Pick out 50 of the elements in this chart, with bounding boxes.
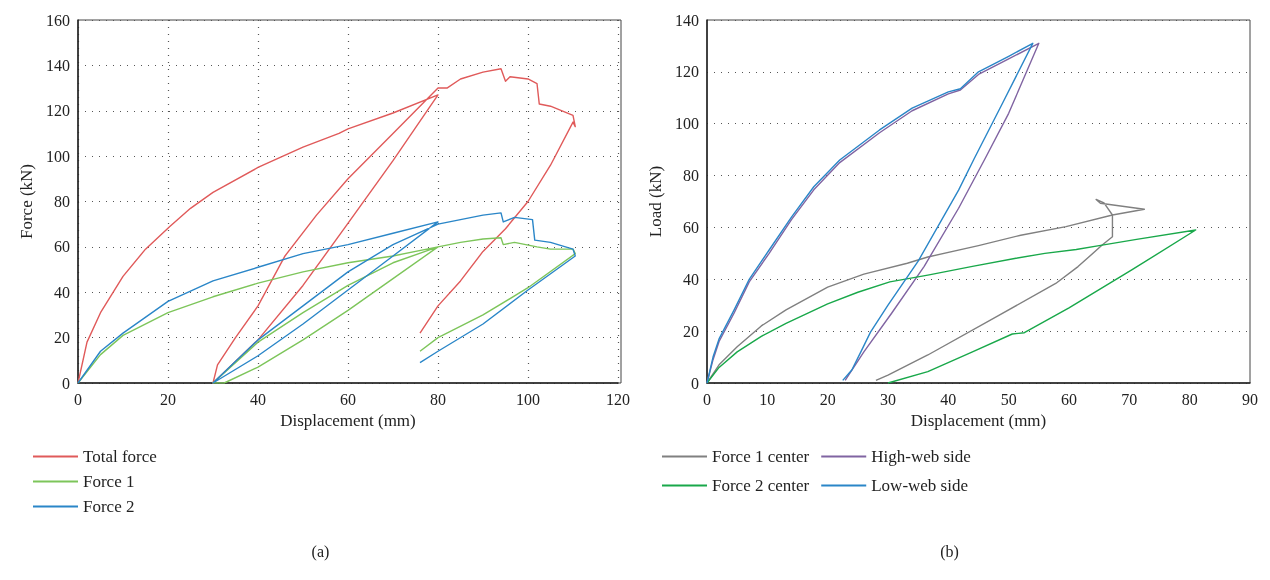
y-tick-label: 60 [683, 218, 699, 236]
x-axis-title: Displacement (mm) [910, 410, 1047, 430]
y-tick-label: 80 [683, 167, 699, 185]
line-series [706, 198, 1146, 384]
y-tick-label: 40 [683, 270, 699, 288]
legend-label: Force 2 [83, 497, 135, 516]
x-tick-label: 50 [1000, 390, 1017, 408]
y-tick-label: 100 [675, 115, 699, 133]
x-tick-label: 80 [1181, 390, 1198, 408]
x-tick-label: 20 [160, 390, 176, 408]
y-tick-label: 160 [46, 11, 70, 29]
legend-label: Force 1 [83, 472, 135, 491]
x-axis-title: Displacement (mm) [280, 410, 416, 430]
legend-label: Force 1 center [712, 447, 810, 466]
x-tick-label: 90 [1242, 390, 1258, 408]
x-tick-label: 60 [340, 390, 356, 408]
y-tick-label: 0 [62, 374, 70, 392]
x-tick-label: 20 [819, 390, 836, 408]
y-tick-label: 40 [54, 283, 70, 301]
y-axis-title: Load (kN) [646, 165, 666, 238]
y-tick-label: 20 [54, 329, 70, 347]
x-tick-label: 60 [1061, 390, 1077, 408]
y-tick-label: 100 [46, 147, 70, 165]
x-tick-label: 80 [430, 390, 446, 408]
text: (a) [311, 542, 330, 561]
text: (b) [940, 542, 959, 561]
legend-label: Low-web side [871, 476, 969, 495]
x-tick-label: 120 [606, 390, 630, 408]
legend-label: Total force [83, 447, 157, 466]
y-axis-title: Force (kN) [17, 163, 37, 240]
y-tick-label: 80 [54, 193, 70, 210]
x-tick-label: 100 [516, 390, 540, 408]
line-series [706, 229, 1197, 384]
x-tick-label: 30 [880, 390, 896, 408]
legend-label: High-web side [871, 447, 971, 466]
x-tick-label: 40 [250, 390, 266, 408]
line-series [77, 68, 576, 384]
y-tick-label: 0 [691, 374, 699, 392]
x-tick-label: 70 [1121, 390, 1138, 408]
y-tick-label: 60 [54, 238, 70, 256]
legend-label: Force 2 center [712, 476, 810, 495]
x-tick-label: 10 [759, 390, 776, 408]
y-tick-label: 140 [675, 11, 699, 29]
y-tick-label: 120 [46, 102, 70, 120]
y-tick-label: 120 [675, 63, 699, 81]
y-tick-label: 140 [46, 56, 70, 74]
x-tick-label: 40 [940, 390, 957, 408]
x-tick-label: 0 [703, 390, 711, 408]
y-tick-label: 20 [683, 322, 699, 340]
x-tick-label: 0 [74, 390, 82, 408]
